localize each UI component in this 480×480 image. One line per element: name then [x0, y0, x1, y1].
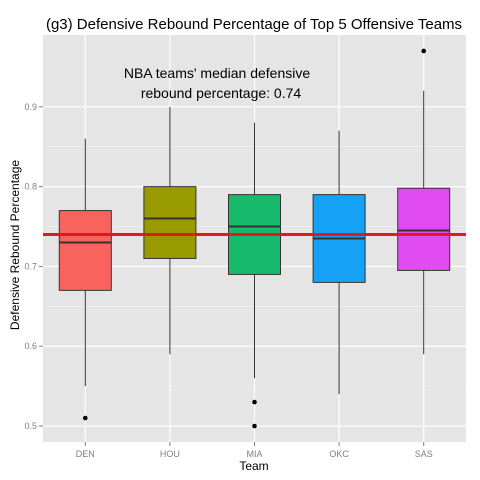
- x-tick-label: MIA: [246, 449, 262, 459]
- outlier-point: [252, 424, 257, 429]
- y-tick-label: 0.7: [24, 261, 37, 271]
- x-tick-label: DEN: [76, 449, 95, 459]
- outlier-point: [421, 49, 426, 54]
- y-axis-ticks: 0.5 0.6 0.7 0.8 0.9: [24, 102, 43, 431]
- box-body: [144, 187, 196, 259]
- x-tick-label: HOU: [160, 449, 180, 459]
- y-tick-label: 0.9: [24, 102, 37, 112]
- chart-title: (g3) Defensive Rebound Percentage of Top…: [46, 16, 462, 33]
- outlier-point: [252, 400, 257, 405]
- box-body: [59, 211, 111, 291]
- x-axis-ticks: DEN HOU MIA OKC SAS: [76, 442, 433, 459]
- box-body: [398, 188, 450, 270]
- x-tick-label: SAS: [415, 449, 433, 459]
- annotation-line-2: rebound percentage: 0.74: [141, 85, 302, 101]
- y-tick-label: 0.8: [24, 182, 37, 192]
- y-tick-label: 0.6: [24, 341, 37, 351]
- outlier-point: [83, 416, 88, 421]
- annotation-line-1: NBA teams' median defensive: [124, 65, 311, 81]
- x-axis-label: Team: [239, 459, 268, 473]
- y-axis-label: Defensive Rebound Percentage: [8, 160, 22, 330]
- y-tick-label: 0.5: [24, 421, 37, 431]
- x-tick-label: OKC: [329, 449, 349, 459]
